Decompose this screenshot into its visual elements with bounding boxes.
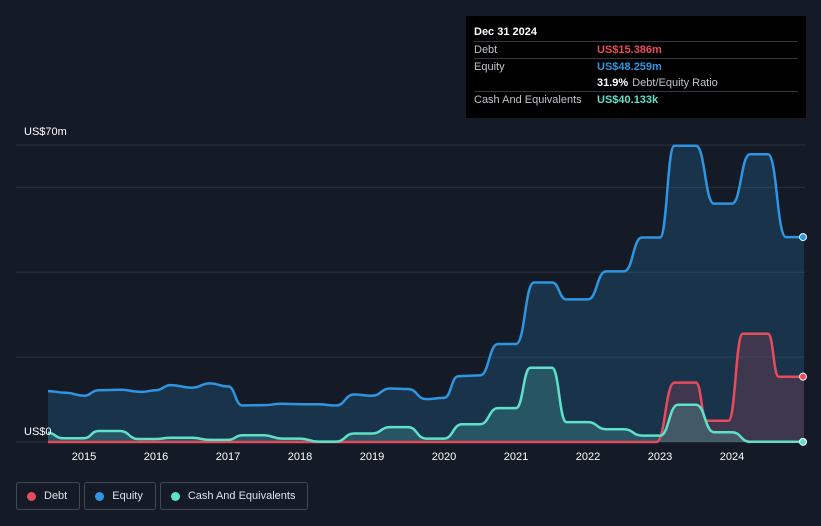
tooltip-value: 31.9% [597, 77, 629, 89]
x-tick-label: 2015 [72, 451, 96, 463]
y-axis-bottom-label: US$0 [24, 426, 52, 438]
tooltip-row-debt: Debt US$15.386m [474, 41, 798, 58]
legend-item-debt[interactable]: Debt [16, 482, 81, 510]
area-equity [48, 145, 804, 443]
series-lines [47, 144, 805, 444]
end-marker-debt[interactable] [799, 372, 807, 381]
legend-item-cash[interactable]: Cash And Equivalents [159, 482, 309, 510]
tooltip-value: US$48.259m [597, 61, 662, 73]
x-tick-label: 2018 [288, 451, 312, 463]
x-axis-ticks: 2015 2016 2017 2018 2019 2020 2021 2022 2023 2024 [72, 451, 744, 463]
tooltip-suffix: Debt/Equity Ratio [632, 77, 718, 89]
legend-item-equity[interactable]: Equity [84, 482, 156, 510]
tooltip-label [474, 75, 597, 91]
x-tick-label: 2021 [504, 451, 528, 463]
tooltip-value: US$40.133k [597, 94, 659, 106]
line-equity [47, 144, 804, 407]
tooltip-label: Equity [474, 61, 505, 73]
end-markers [799, 233, 807, 446]
tooltip-value: US$15.386m [597, 44, 662, 56]
x-tick-label: 2022 [576, 451, 600, 463]
area-cash-and-equivalents [48, 367, 804, 442]
end-marker-cash-and-equivalents[interactable] [799, 437, 807, 446]
chart-legend: Debt Equity Cash And Equivalents [16, 482, 312, 510]
legend-dot-icon [27, 491, 36, 501]
tooltip-label: Cash And Equivalents [474, 94, 582, 106]
x-tick-label: 2016 [144, 451, 168, 463]
series-areas [48, 145, 804, 443]
legend-dot-icon [170, 491, 180, 501]
legend-dot-icon [95, 491, 105, 501]
tooltip-date: Dec 31 2024 [474, 26, 537, 38]
x-tick-label: 2020 [432, 451, 456, 463]
x-tick-label: 2019 [360, 451, 384, 463]
tooltip-row-ratio: 31.9% Debt/Equity Ratio [474, 75, 798, 91]
tooltip-row-equity: Equity US$48.259m [474, 58, 798, 75]
x-tick-label: 2023 [648, 451, 672, 463]
legend-label: Equity [112, 490, 143, 502]
tooltip-row-cash: Cash And Equivalents US$40.133k [474, 91, 798, 108]
tooltip-label: Debt [474, 44, 498, 56]
end-marker-equity[interactable] [799, 233, 807, 242]
legend-label: Cash And Equivalents [187, 490, 296, 502]
data-tooltip: Dec 31 2024 Debt US$15.386m Equity US$48… [466, 16, 806, 118]
x-tick-label: 2017 [216, 451, 240, 463]
legend-label: Debt [44, 490, 68, 502]
line-cash-and-equivalents [47, 366, 805, 444]
y-axis-top-label: US$70m [24, 126, 67, 138]
x-tick-label: 2024 [720, 451, 744, 463]
